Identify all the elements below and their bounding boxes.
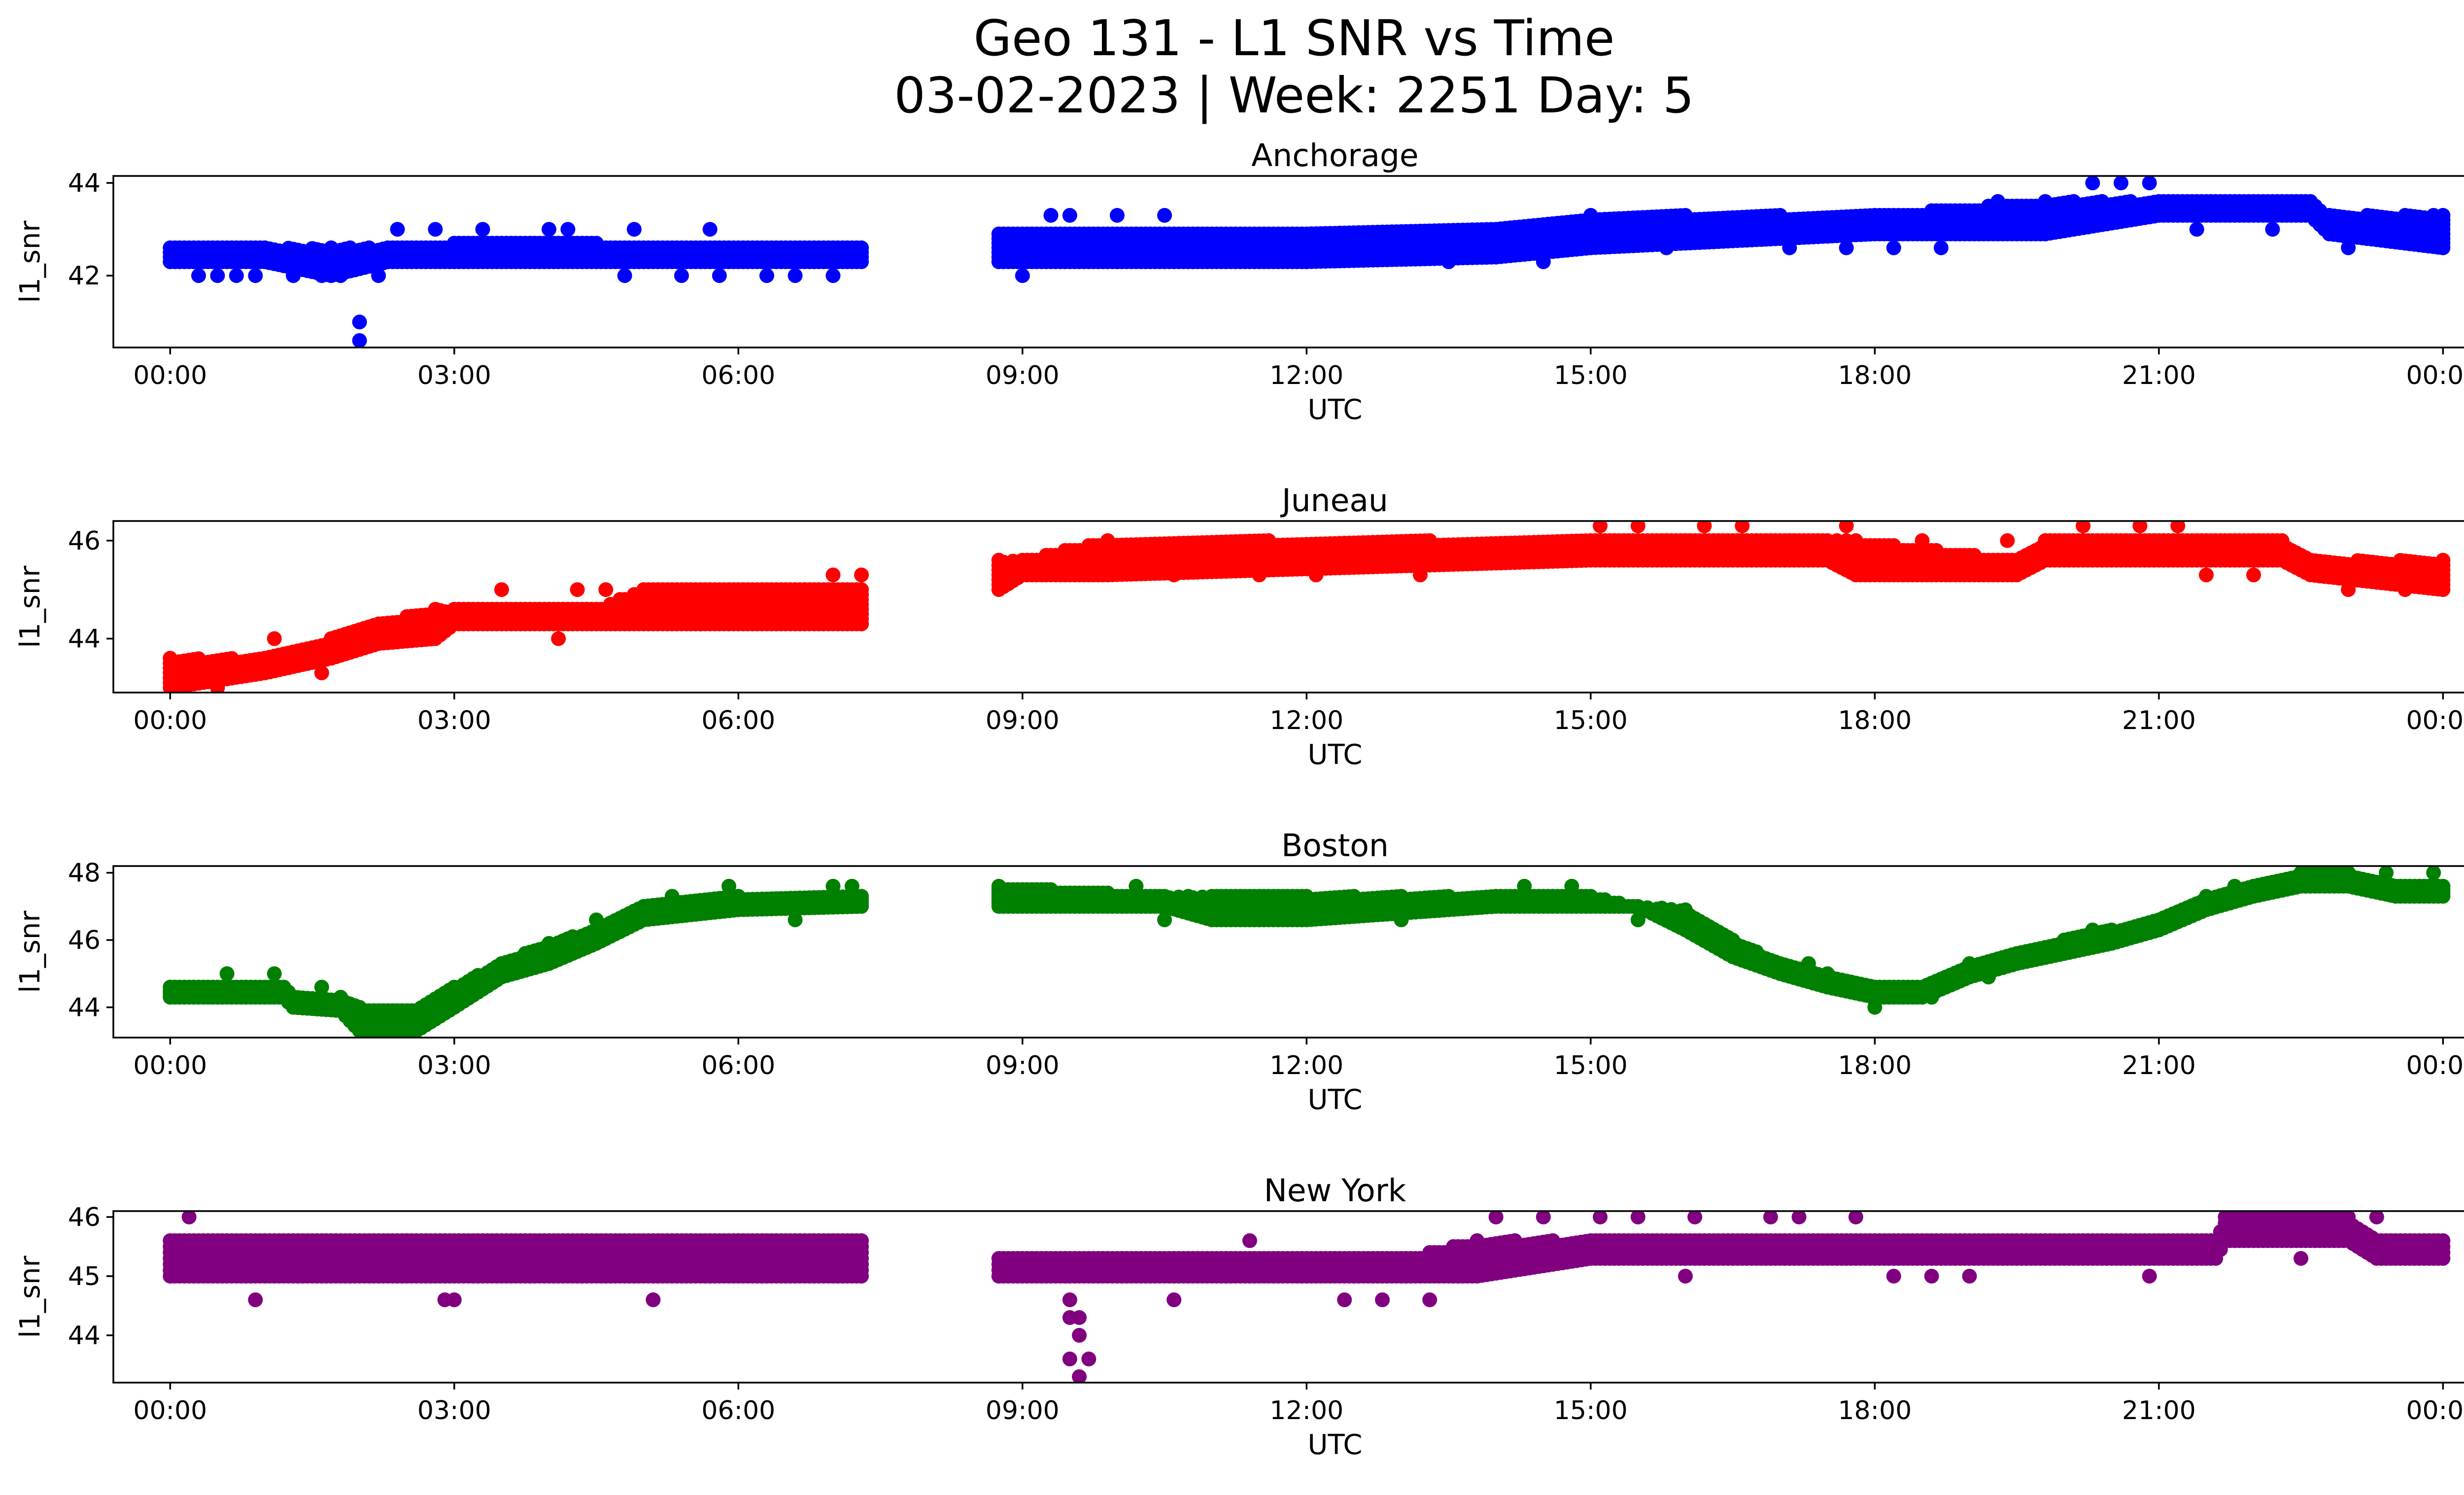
y-axis-label: l1_snr (14, 220, 46, 303)
data-point (428, 222, 443, 237)
data-point (333, 268, 348, 283)
y-tick-label: 42 (68, 261, 101, 291)
data-point (248, 268, 263, 283)
data-point (2426, 208, 2441, 223)
data-point (2085, 176, 2100, 191)
data-point (825, 268, 841, 283)
data-point (1062, 208, 1077, 223)
data-point (560, 222, 576, 237)
subplots-container: Anchorage 00:00 03:00 06:00 09:00 12:00 15:00 1… (14, 138, 2464, 1461)
data-point (2189, 222, 2204, 237)
data-point (854, 582, 869, 597)
data-point (542, 222, 556, 237)
axes-frame (112, 175, 2464, 348)
subplot-0: Anchorage 00:00 03:00 06:00 09:00 12:00 15:00 1… (14, 138, 2464, 426)
x-tick-label: 00:00 (2406, 361, 2464, 390)
data-point (1659, 240, 1674, 255)
data-point (475, 222, 490, 237)
data-point (2114, 176, 2128, 191)
x-tick-label: 18:00 (1838, 361, 1912, 390)
figure-title-line2: 03-02-2023 | Week: 2251 Day: 5 (894, 67, 1694, 124)
data-point (2142, 176, 2157, 191)
data-point (617, 268, 632, 283)
data-point (352, 333, 367, 348)
x-tick-label: 00:00 (133, 361, 207, 390)
data-point (286, 268, 301, 283)
data-point (759, 268, 774, 283)
data-point (1110, 208, 1125, 223)
data-point (702, 222, 718, 237)
subplot-title: Juneau (1280, 483, 1388, 519)
x-tick-label: 09:00 (986, 361, 1060, 390)
x-axis-label: UTC (1307, 394, 1362, 426)
data-point (371, 268, 386, 283)
data-point (210, 268, 225, 283)
x-tick-label: 12:00 (1269, 361, 1343, 390)
data-point (712, 268, 727, 283)
data-point (1782, 240, 1797, 255)
data-point (1185, 254, 1200, 269)
x-tick-label: 21:00 (2122, 361, 2196, 390)
x-tick-label: 03:00 (417, 361, 491, 390)
data-point (1990, 194, 2006, 209)
x-tick-label: 06:00 (701, 361, 775, 390)
data-point (1933, 240, 1949, 255)
data-point (626, 222, 642, 237)
scatter-points (163, 176, 2451, 348)
scatter-points (163, 521, 2451, 693)
data-point (2341, 240, 2356, 255)
data-point (390, 222, 405, 237)
data-point (1839, 240, 1854, 255)
data-point (191, 268, 206, 283)
data-point (854, 240, 869, 255)
data-point (352, 314, 367, 330)
data-point (229, 268, 244, 283)
data-point (1536, 254, 1551, 269)
x-tick-label: 15:00 (1554, 361, 1628, 390)
y-tick-label: 44 (68, 169, 101, 198)
subplot-title: Anchorage (1251, 138, 1418, 174)
data-point (1110, 254, 1125, 269)
data-point (2265, 222, 2280, 237)
data-point (674, 268, 689, 283)
data-point (787, 268, 803, 283)
data-point (314, 268, 329, 283)
data-point (1157, 208, 1172, 223)
figure-title-line1: Geo 131 - L1 SNR vs Time (974, 9, 1615, 67)
data-point (1441, 254, 1456, 269)
data-point (1015, 268, 1030, 283)
data-point (1043, 208, 1059, 223)
data-point (1886, 240, 1901, 255)
data-point (1299, 254, 1314, 269)
